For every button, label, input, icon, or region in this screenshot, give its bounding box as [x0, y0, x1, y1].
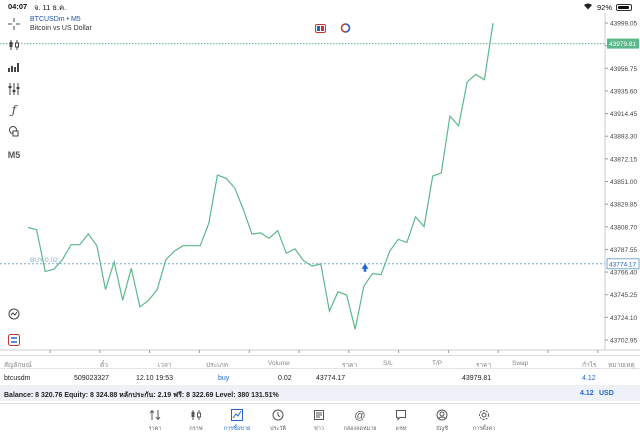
- arrows-updown-icon: [135, 409, 175, 423]
- price-tick-label: 43893.30: [610, 134, 637, 141]
- row-symbol: btcusdm: [4, 375, 31, 382]
- settings-icon: [464, 409, 504, 423]
- row-ticket: 509023327: [74, 375, 110, 382]
- col-time[interactable]: เวลา: [158, 362, 172, 369]
- price-tick-label: 43829.85: [610, 202, 637, 209]
- trade-chart-icon: [217, 409, 257, 423]
- tab-mailbox[interactable]: @ กล่องจดหมาย: [340, 409, 380, 433]
- price-tick-label: 43999.05: [610, 21, 637, 28]
- balance-currency: USD: [599, 390, 614, 397]
- price-chart[interactable]: 43999.0543977.9243956.7543935.6043914.45…: [0, 13, 640, 355]
- col-ticket[interactable]: ตั๋ว: [100, 362, 108, 369]
- price-tick-label: 43724.10: [610, 315, 637, 322]
- buy-line-label: BUY 0.02: [30, 257, 58, 264]
- col-price[interactable]: ราคา: [342, 362, 358, 369]
- account-icon: [422, 409, 462, 423]
- status-right: 92%: [583, 2, 632, 12]
- symbol-info: BTCUSDm • M5 Bitcoin vs US Dollar: [30, 15, 92, 33]
- row-volume: 0.02: [278, 375, 292, 382]
- trade-icon[interactable]: [6, 332, 22, 348]
- col-volume[interactable]: Volume: [268, 360, 290, 367]
- tab-label: ข่าว: [314, 426, 324, 432]
- status-time: 04:07: [8, 2, 28, 11]
- price-tick-label: 43808.70: [610, 224, 637, 231]
- status-bar: 04:07 จ. 11 ธ.ค. 92%: [0, 0, 640, 13]
- bid-label-bg: [607, 38, 639, 49]
- tab-account[interactable]: บัญชี: [422, 409, 462, 433]
- col-sl[interactable]: S/L: [383, 360, 393, 367]
- tab-settings[interactable]: การตั้งค่า: [464, 409, 504, 433]
- row-current-price: 43979.81: [462, 375, 492, 382]
- left-toolbar: ƒ M5: [0, 14, 28, 354]
- function-icon[interactable]: ƒ: [11, 103, 17, 117]
- position-price-label: 43774.17: [609, 261, 636, 268]
- history-icon: [258, 409, 298, 423]
- candles-toolbar-icon[interactable]: [6, 37, 22, 53]
- objects-icon[interactable]: [6, 123, 22, 139]
- indicator-sliders-icon[interactable]: [6, 81, 22, 97]
- row-open-price: 43774.17: [316, 375, 346, 382]
- balance-profit: 4.12: [580, 390, 594, 397]
- bottom-tab-bar: ราคา กราฟ การซื้อขาย ประวัติ ข่าว @ กล่อ…: [0, 403, 640, 447]
- price-tick-label: 43935.60: [610, 88, 637, 95]
- row-time: 12.10 19:53: [136, 375, 173, 382]
- battery-percent: 92%: [596, 2, 612, 12]
- one-click-trade-icon[interactable]: [315, 20, 326, 33]
- battery-icon: [616, 3, 632, 11]
- tab-news[interactable]: ข่าว: [299, 409, 339, 433]
- news-icon: [299, 409, 339, 423]
- price-tick-label: 43851.00: [610, 179, 637, 186]
- position-label-bg: [606, 258, 640, 270]
- bid-label: 43979.81: [609, 41, 636, 48]
- symbol-description: Bitcoin vs US Dollar: [30, 25, 92, 32]
- tab-label: กราฟ: [189, 426, 203, 432]
- chat-icon: [381, 409, 421, 423]
- tab-label: ราคา: [148, 426, 162, 432]
- positions-header: สัญลักษณ์ ตั๋ว เวลา ประเภท Volume ราคา S…: [0, 355, 640, 369]
- col-profit[interactable]: กำไร: [582, 362, 597, 369]
- row-type: buy: [218, 375, 230, 382]
- price-tick-label: 43872.15: [610, 156, 637, 163]
- tab-chat[interactable]: แชท: [381, 409, 421, 433]
- row-profit: 4.12: [582, 375, 596, 382]
- tab-label: บัญชี: [436, 426, 448, 432]
- tab-quotes[interactable]: ราคา: [135, 409, 175, 433]
- tab-label: ประวัติ: [269, 426, 287, 432]
- col-type[interactable]: ประเภท: [206, 362, 228, 369]
- status-date: จ. 11 ธ.ค.: [34, 3, 67, 12]
- position-row[interactable]: btcusdm 509023327 12.10 19:53 buy 0.02 4…: [0, 371, 640, 386]
- buy-arrow-icon: [361, 263, 369, 272]
- bars-icon[interactable]: [6, 59, 22, 75]
- col-tp[interactable]: T/P: [432, 360, 443, 367]
- mailbox-icon: @: [354, 410, 366, 422]
- price-tick-label: 43956.75: [610, 66, 637, 73]
- col-current-price[interactable]: ราคา: [476, 362, 492, 369]
- tab-label: การซื้อขาย: [223, 426, 251, 432]
- chart-area[interactable]: 43999.0543977.9243956.7543935.6043914.45…: [0, 13, 640, 355]
- indicator-circle-icon[interactable]: [340, 20, 351, 33]
- balance-bar: Balance: 8 320.76 Equity: 8 324.88 หลักป…: [0, 386, 640, 401]
- symbol-name: BTCUSDm • M5: [30, 16, 81, 23]
- crosshair-icon[interactable]: [6, 16, 22, 32]
- wifi-icon: [583, 2, 593, 12]
- candles-icon: [176, 409, 216, 423]
- price-tick-label: 43766.40: [610, 270, 637, 277]
- timeframe-button[interactable]: M5: [7, 150, 21, 160]
- tab-charts[interactable]: กราฟ: [176, 409, 216, 433]
- col-comment[interactable]: หมายเหตุ: [608, 362, 635, 369]
- price-tick-label: 43914.45: [610, 111, 637, 118]
- price-tick-label: 43787.55: [610, 247, 637, 254]
- col-symbol[interactable]: สัญลักษณ์: [4, 362, 32, 369]
- tab-label: การตั้งค่า: [472, 426, 496, 432]
- tab-trade[interactable]: การซื้อขาย: [217, 409, 257, 433]
- col-swap[interactable]: Swap: [512, 360, 529, 367]
- balance-text: Balance: 8 320.76 Equity: 8 324.88 หลักป…: [4, 392, 279, 399]
- tab-label: แชท: [395, 426, 407, 432]
- tab-label: กล่องจดหมาย: [343, 426, 377, 432]
- tab-history[interactable]: ประวัติ: [258, 409, 298, 433]
- price-line: [27, 23, 494, 330]
- zoom-chart-icon[interactable]: [6, 306, 22, 322]
- price-tick-label: 43702.95: [610, 338, 637, 345]
- price-tick-label: 43745.25: [610, 292, 637, 299]
